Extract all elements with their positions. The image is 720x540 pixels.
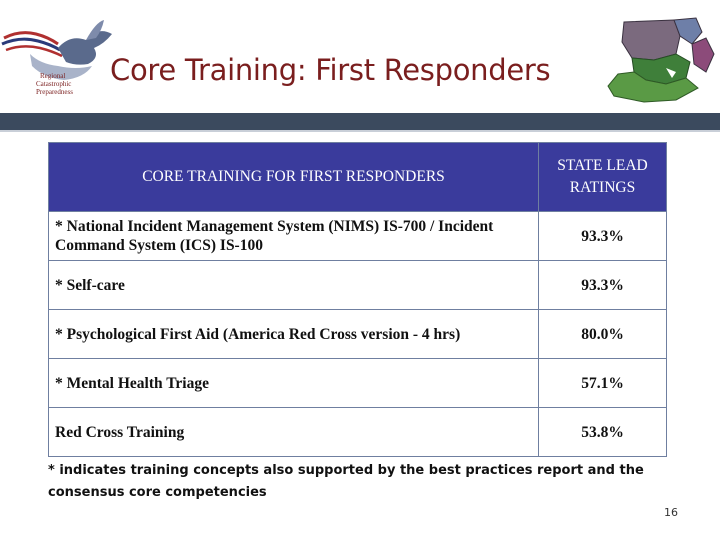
training-name: * Psychological First Aid (America Red C… <box>48 309 539 359</box>
page-title: Core Training: First Responders <box>110 53 551 87</box>
svg-text:Preparedness: Preparedness <box>36 88 73 96</box>
header-banner <box>0 113 720 130</box>
training-name: * Self-care <box>48 260 539 310</box>
training-name: * Mental Health Triage <box>48 358 539 408</box>
page-number: 16 <box>664 506 678 519</box>
table-row: * Mental Health Triage 57.1% <box>48 358 667 408</box>
table-row: Red Cross Training 53.8% <box>48 407 667 457</box>
column-header-training: CORE TRAINING FOR FIRST RESPONDERS <box>48 142 539 212</box>
table-row: * Self-care 93.3% <box>48 260 667 310</box>
region-map-icon <box>607 17 715 103</box>
rcpg-logo: Regional Catastrophic Preparedness <box>0 4 130 104</box>
svg-text:Regional: Regional <box>40 72 65 80</box>
table-header-row: CORE TRAINING FOR FIRST RESPONDERS STATE… <box>48 142 667 212</box>
training-ratings-table: CORE TRAINING FOR FIRST RESPONDERS STATE… <box>48 142 667 457</box>
banner-shadow <box>0 130 720 132</box>
training-name: Red Cross Training <box>48 407 539 457</box>
table-row: * National Incident Management System (N… <box>48 211 667 261</box>
rating-value: 53.8% <box>538 407 667 457</box>
training-name: * National Incident Management System (N… <box>48 211 539 261</box>
rating-value: 93.3% <box>538 260 667 310</box>
footnote: * indicates training concepts also suppo… <box>48 463 644 500</box>
rating-value: 93.3% <box>538 211 667 261</box>
svg-text:Catastrophic: Catastrophic <box>36 80 71 88</box>
rating-value: 80.0% <box>538 309 667 359</box>
rating-value: 57.1% <box>538 358 667 408</box>
table-row: * Psychological First Aid (America Red C… <box>48 309 667 359</box>
region-map <box>606 14 718 108</box>
column-header-rating: STATE LEAD RATINGS <box>538 142 667 212</box>
eagle-logo-icon: Regional Catastrophic Preparedness <box>1 20 112 96</box>
